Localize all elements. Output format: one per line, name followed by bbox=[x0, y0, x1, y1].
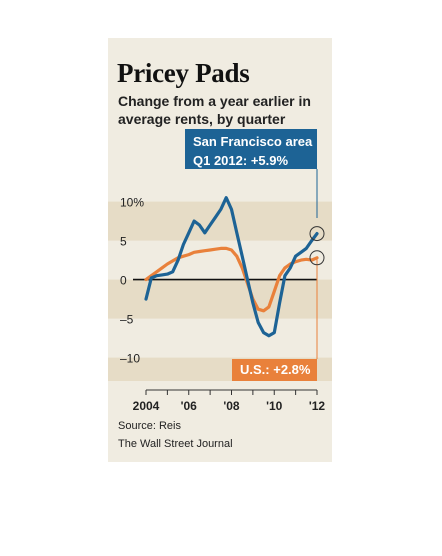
x-tick-label: '10 bbox=[266, 399, 283, 413]
y-tick-label: –5 bbox=[120, 313, 134, 327]
credit-note: The Wall Street Journal bbox=[118, 438, 233, 450]
us-endpoint-circle bbox=[309, 250, 325, 266]
us-callout-box: U.S.: +2.8% bbox=[232, 359, 317, 381]
sf-callout-value: Q1 2012: +5.9% bbox=[193, 153, 289, 168]
y-tick-label: 0 bbox=[120, 274, 127, 288]
us-series-line bbox=[144, 246, 319, 313]
series-lines bbox=[144, 196, 319, 338]
y-tick-label: –10 bbox=[120, 352, 140, 366]
source-note: Source: Reis bbox=[118, 420, 181, 432]
chart-subtitle: Change from a year earlier in average re… bbox=[118, 93, 311, 127]
chart-title: Pricey Pads bbox=[117, 58, 250, 88]
x-tick-label: '06 bbox=[181, 399, 198, 413]
y-tick-label: 5 bbox=[120, 235, 127, 249]
shaded-band bbox=[108, 279, 332, 319]
x-axis: 2004 '06 '08 '10 '12 bbox=[133, 389, 326, 413]
endpoint-markers bbox=[309, 169, 325, 359]
shaded-bands bbox=[108, 201, 332, 381]
y-axis-tick-labels: 10% 5 0 –5 –10 bbox=[120, 196, 144, 366]
x-tick-label: '08 bbox=[223, 399, 240, 413]
sf-endpoint-circle bbox=[309, 226, 325, 242]
sf-series-line bbox=[144, 196, 319, 338]
sf-callout-box: San Francisco area Q1 2012: +5.9% bbox=[185, 129, 317, 169]
x-tick-label: '12 bbox=[309, 399, 326, 413]
sf-callout-label: San Francisco area bbox=[193, 134, 313, 149]
x-tick-label: 2004 bbox=[133, 399, 160, 413]
y-tick-label: 10% bbox=[120, 196, 144, 210]
